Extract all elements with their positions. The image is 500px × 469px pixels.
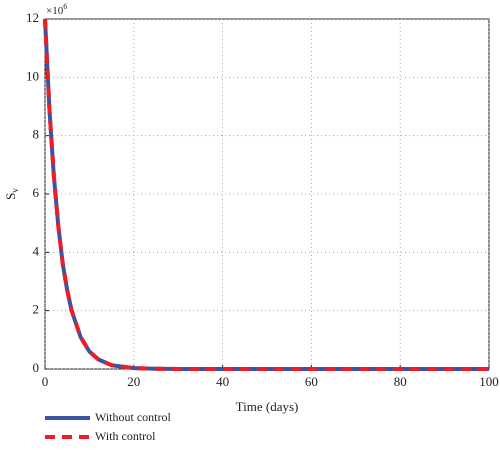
series-line xyxy=(43,18,489,371)
plot-frame xyxy=(44,18,490,370)
y-tick-label: 12 xyxy=(26,10,39,25)
y-multiplier-exp: 6 xyxy=(63,2,67,11)
y-multiplier: ×106 xyxy=(46,2,67,17)
x-tick-label: 40 xyxy=(216,374,229,389)
x-tick-label: 80 xyxy=(394,374,407,389)
series-line xyxy=(43,18,489,371)
y-tick-label: 0 xyxy=(33,360,40,375)
y-tick-label: 8 xyxy=(33,127,40,142)
x-tick-label: 20 xyxy=(127,374,140,389)
legend-label: With control xyxy=(95,429,156,443)
y-tick-label: 6 xyxy=(33,185,40,200)
legend-label: Without control xyxy=(95,410,172,424)
y-tick-label: 10 xyxy=(26,68,39,83)
x-tick-label: 0 xyxy=(42,374,49,389)
y-tick-label: 4 xyxy=(33,243,40,258)
x-tick-label: 100 xyxy=(479,374,499,389)
y-axis-label: Sv xyxy=(3,188,20,200)
x-axis-label: Time (days) xyxy=(236,399,299,414)
x-tick-label: 60 xyxy=(305,374,318,389)
y-tick-label: 2 xyxy=(33,302,40,317)
y-label-sub: v xyxy=(10,188,20,193)
y-label-main: S xyxy=(3,193,18,200)
y-multiplier-base: ×10 xyxy=(46,5,64,17)
